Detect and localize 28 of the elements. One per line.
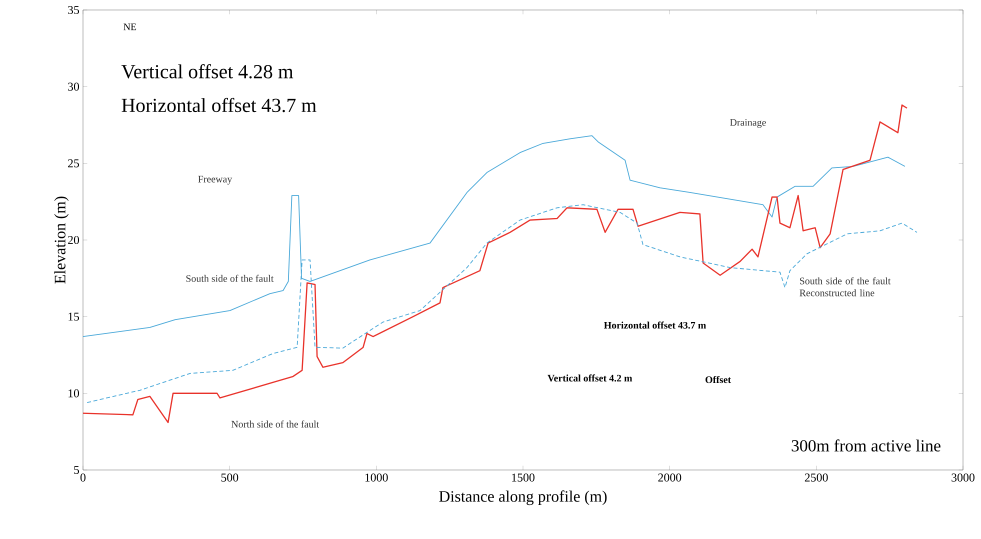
annotation: 300m from active line bbox=[792, 439, 940, 452]
x-axis-title: Distance along profile (m) bbox=[439, 490, 607, 506]
y-axis-title: Elevation (m) bbox=[54, 196, 69, 284]
x-tick-label: 0 bbox=[80, 474, 86, 482]
x-tick-label: 1000 bbox=[365, 474, 388, 482]
annotation: Vertical offset 4.28 m bbox=[121, 64, 294, 78]
y-tick-label: 25 bbox=[68, 159, 80, 168]
annotation: Horizontal offset 43.7 m bbox=[604, 322, 706, 329]
x-tick-label: 500 bbox=[221, 474, 238, 482]
x-tick-label: 1500 bbox=[512, 474, 534, 482]
annotation: Vertical offset 4.2 m bbox=[548, 374, 632, 382]
annotation: Drainage bbox=[730, 119, 766, 128]
annotation: NE bbox=[124, 24, 136, 30]
x-tick-label: 2000 bbox=[658, 474, 682, 482]
series-label: South side of the fault bbox=[186, 274, 274, 282]
x-tick-label: 3000 bbox=[952, 474, 974, 482]
series-label: South side of the fault Reconstructed line bbox=[800, 277, 891, 296]
y-tick-label: 5 bbox=[74, 466, 80, 474]
annotation: Offset bbox=[706, 376, 732, 384]
text: North side of the fault bbox=[231, 420, 320, 428]
y-tick-label: 30 bbox=[68, 82, 80, 91]
annotation: Horizontal offset 43.7 m bbox=[122, 98, 316, 112]
x-tick-label: 2500 bbox=[804, 474, 828, 482]
y-tick-label: 10 bbox=[68, 389, 80, 398]
annotation: Freeway bbox=[198, 176, 232, 185]
y-tick-label: 20 bbox=[68, 236, 80, 244]
y-tick-label: 15 bbox=[68, 312, 80, 321]
y-tick-label: 35 bbox=[68, 6, 80, 14]
